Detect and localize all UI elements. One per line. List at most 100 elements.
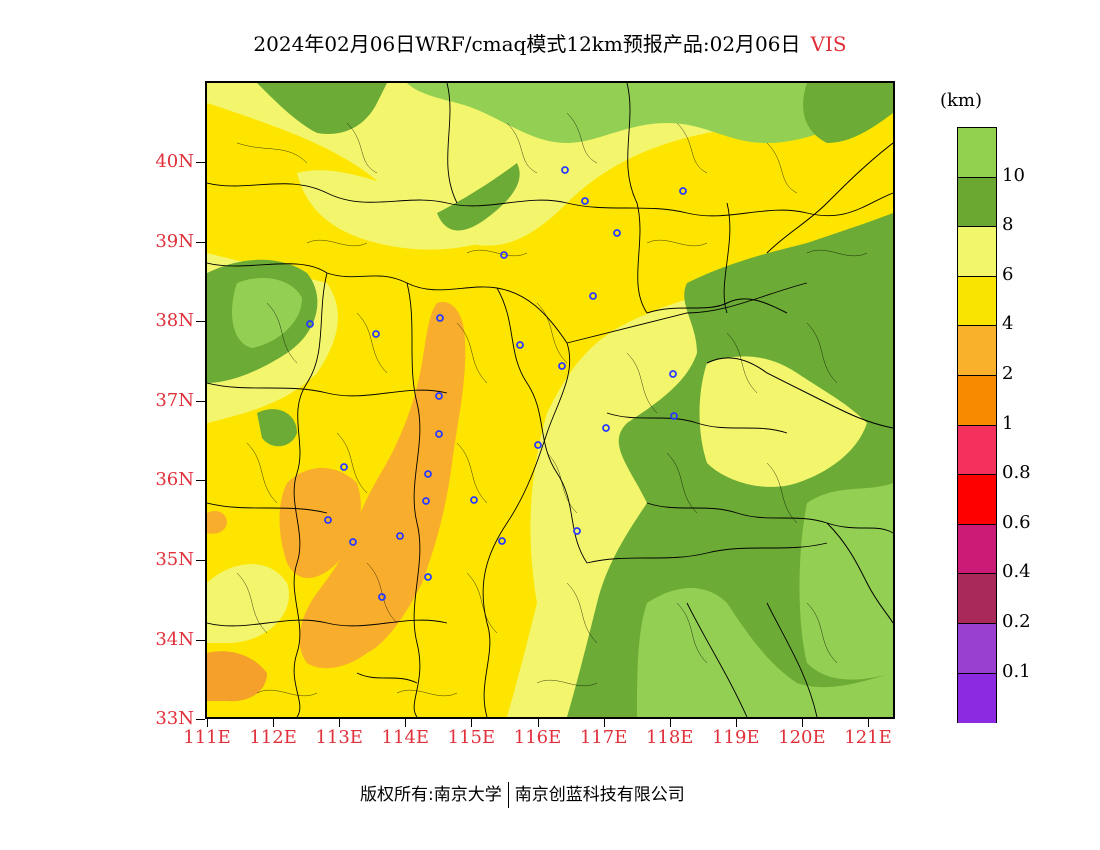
title-variable: VIS	[810, 32, 847, 56]
city-marker	[500, 251, 508, 259]
longitude-tick	[405, 719, 407, 727]
footer-copyright: 版权所有:南京大学	[360, 785, 502, 805]
field-light-green-west	[232, 278, 302, 348]
city-marker	[340, 463, 348, 471]
city-marker	[435, 430, 443, 438]
city-marker	[424, 573, 432, 581]
longitude-tick	[273, 719, 275, 727]
longitude-label: 111E	[183, 727, 231, 748]
longitude-label: 119E	[712, 727, 760, 748]
forecast-map[interactable]	[205, 81, 895, 719]
city-marker	[436, 314, 444, 322]
field-green-north	[407, 83, 893, 143]
colorbar-label: 8	[1002, 214, 1014, 236]
city-marker	[498, 537, 506, 545]
city-marker	[422, 497, 430, 505]
longitude-tick	[735, 719, 737, 727]
latitude-tick	[196, 480, 205, 482]
field-orange-sw	[207, 651, 267, 702]
city-marker	[573, 527, 581, 535]
field-orange-left-edge	[207, 511, 227, 534]
longitude-tick	[471, 719, 473, 727]
city-marker	[424, 470, 432, 478]
field-light-green-se	[799, 483, 893, 680]
city-markers	[306, 166, 687, 601]
latitude-label: 33N	[155, 708, 194, 730]
longitude-label: 116E	[513, 727, 562, 748]
city-marker	[306, 320, 314, 328]
longitude-label: 121E	[844, 727, 892, 748]
colorbar-label: 4	[1002, 313, 1014, 335]
colorbar-label: 0.1	[1002, 660, 1031, 682]
longitude-tick	[669, 719, 671, 727]
province-boundaries	[207, 83, 893, 717]
latitude-label: 34N	[155, 628, 194, 650]
colorbar-segment	[958, 227, 996, 277]
coastline	[646, 142, 893, 624]
city-marker	[581, 197, 589, 205]
colorbar-segment	[958, 623, 996, 674]
colorbar-segment	[958, 673, 996, 724]
latitude-tick	[196, 400, 205, 402]
colorbar-segment	[958, 276, 996, 327]
longitude-label: 118E	[645, 727, 694, 748]
latitude-tick	[196, 639, 205, 641]
city-marker	[670, 412, 678, 420]
colorbar-label: 0.2	[1002, 611, 1031, 632]
latitude-label: 38N	[155, 310, 194, 332]
field-green-band	[437, 163, 520, 231]
colorbar-label: 10	[1002, 164, 1025, 186]
city-marker	[396, 532, 404, 540]
city-marker	[324, 516, 332, 524]
longitude-label: 112E	[249, 727, 297, 748]
city-marker	[613, 229, 621, 237]
longitude-tick	[207, 719, 208, 727]
longitude-tick	[603, 719, 605, 727]
colorbar	[957, 127, 997, 724]
chart-title: 2024年02月06日WRF/cmaq模式12km预报产品:02月06日 VIS	[0, 28, 1100, 57]
colorbar-label: 1	[1002, 412, 1014, 434]
longitude-label: 115E	[447, 727, 496, 748]
city-marker	[589, 292, 597, 300]
city-marker	[669, 370, 677, 378]
city-marker	[516, 341, 524, 349]
county-boundaries	[236, 112, 868, 697]
city-marker	[349, 538, 357, 546]
city-marker	[435, 392, 443, 400]
longitude-label: 117E	[579, 727, 628, 748]
colorbar-label: 6	[1002, 263, 1014, 285]
field-green-mid-blob	[257, 409, 297, 447]
latitude-label: 35N	[155, 549, 194, 570]
colorbar-unit: (km)	[940, 90, 983, 111]
city-marker	[470, 496, 478, 504]
longitude-tick	[339, 719, 341, 727]
colorbar-segment	[958, 524, 996, 575]
colorbar-segment	[958, 177, 996, 228]
latitude-tick	[196, 719, 205, 721]
latitude-tick	[196, 241, 205, 243]
longitude-tick	[537, 719, 539, 727]
colorbar-segment	[958, 574, 996, 624]
city-marker	[534, 441, 542, 449]
field-light-yellow-peninsula	[699, 356, 867, 487]
latitude-tick	[196, 321, 205, 323]
title-main: 2024年02月06日WRF/cmaq模式12km预报产品:02月06日	[253, 32, 801, 56]
latitude-tick	[196, 162, 205, 163]
longitude-label: 113E	[315, 727, 363, 748]
latitude-tick	[196, 560, 205, 561]
colorbar-label: 0.8	[1002, 462, 1031, 484]
field-green-ne-strip	[803, 83, 893, 143]
city-marker	[679, 187, 687, 195]
colorbar-label: 2	[1002, 363, 1014, 384]
colorbar-segment	[958, 326, 996, 376]
latitude-label: 39N	[155, 230, 194, 252]
footer-separator	[507, 782, 509, 808]
city-marker	[378, 593, 386, 601]
colorbar-label: 0.4	[1002, 561, 1031, 583]
city-marker	[558, 362, 566, 370]
latitude-label: 40N	[155, 151, 194, 172]
latitude-label: 37N	[155, 389, 194, 411]
city-marker	[372, 330, 380, 338]
colorbar-segment	[958, 128, 996, 178]
colorbar-segment	[958, 375, 996, 426]
